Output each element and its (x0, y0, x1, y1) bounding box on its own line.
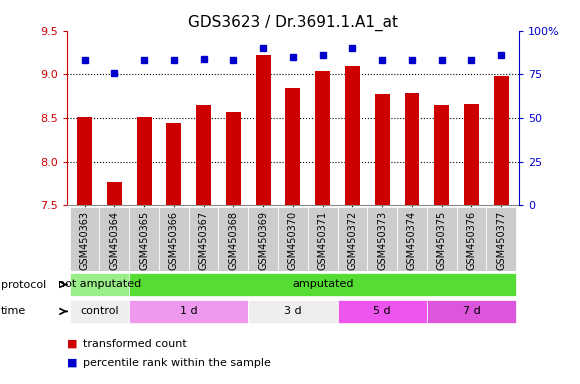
Bar (248, 300, 338, 323)
Text: percentile rank within the sample: percentile rank within the sample (83, 358, 271, 368)
Text: 5 d: 5 d (374, 306, 391, 316)
Bar (99, 207, 129, 271)
Bar (166, 123, 182, 205)
Text: 1 d: 1 d (180, 306, 198, 316)
Bar (70, 300, 129, 323)
Bar (397, 207, 427, 271)
Text: protocol: protocol (1, 280, 46, 290)
Bar (248, 207, 278, 271)
Text: ■: ■ (67, 358, 77, 368)
Bar (487, 207, 516, 271)
Bar (404, 93, 419, 205)
Bar (367, 207, 397, 271)
Bar (70, 273, 129, 296)
Text: GSM450363: GSM450363 (79, 210, 89, 270)
Text: time: time (1, 306, 27, 316)
Text: GSM450371: GSM450371 (318, 210, 328, 270)
Bar (77, 117, 92, 205)
Bar (188, 207, 219, 271)
Bar (345, 66, 360, 205)
Bar (70, 207, 99, 271)
Text: 7 d: 7 d (463, 306, 480, 316)
Bar (137, 117, 151, 205)
Bar (338, 207, 367, 271)
Bar (464, 104, 479, 205)
Text: GSM450373: GSM450373 (377, 210, 387, 270)
Bar (129, 273, 516, 296)
Text: transformed count: transformed count (83, 339, 187, 349)
Bar (159, 207, 188, 271)
Text: GSM450375: GSM450375 (437, 210, 447, 270)
Text: GSM450366: GSM450366 (169, 210, 179, 270)
Bar (278, 207, 308, 271)
Title: GDS3623 / Dr.3691.1.A1_at: GDS3623 / Dr.3691.1.A1_at (188, 15, 398, 31)
Bar (338, 300, 427, 323)
Bar (456, 207, 487, 271)
Text: GSM450367: GSM450367 (198, 210, 209, 270)
Bar (129, 300, 248, 323)
Text: GSM450372: GSM450372 (347, 210, 357, 270)
Bar (226, 112, 241, 205)
Bar (434, 105, 449, 205)
Text: amputated: amputated (292, 279, 353, 289)
Text: GSM450376: GSM450376 (466, 210, 477, 270)
Text: GSM450368: GSM450368 (229, 210, 238, 270)
Bar (196, 105, 211, 205)
Text: GSM450364: GSM450364 (109, 210, 119, 270)
Text: GSM450377: GSM450377 (496, 210, 506, 270)
Text: control: control (80, 306, 119, 316)
Bar (219, 207, 248, 271)
Text: GSM450369: GSM450369 (258, 210, 268, 270)
Bar (375, 94, 390, 205)
Bar (285, 88, 300, 205)
Bar (315, 71, 330, 205)
Bar (494, 76, 509, 205)
Text: GSM450365: GSM450365 (139, 210, 149, 270)
Text: ■: ■ (67, 339, 77, 349)
Bar (427, 207, 456, 271)
Bar (256, 55, 271, 205)
Bar (107, 182, 122, 205)
Text: not amputated: not amputated (58, 279, 141, 289)
Text: GSM450370: GSM450370 (288, 210, 298, 270)
Text: GSM450374: GSM450374 (407, 210, 417, 270)
Bar (129, 207, 159, 271)
Text: 3 d: 3 d (284, 306, 302, 316)
Bar (427, 300, 516, 323)
Bar (308, 207, 338, 271)
